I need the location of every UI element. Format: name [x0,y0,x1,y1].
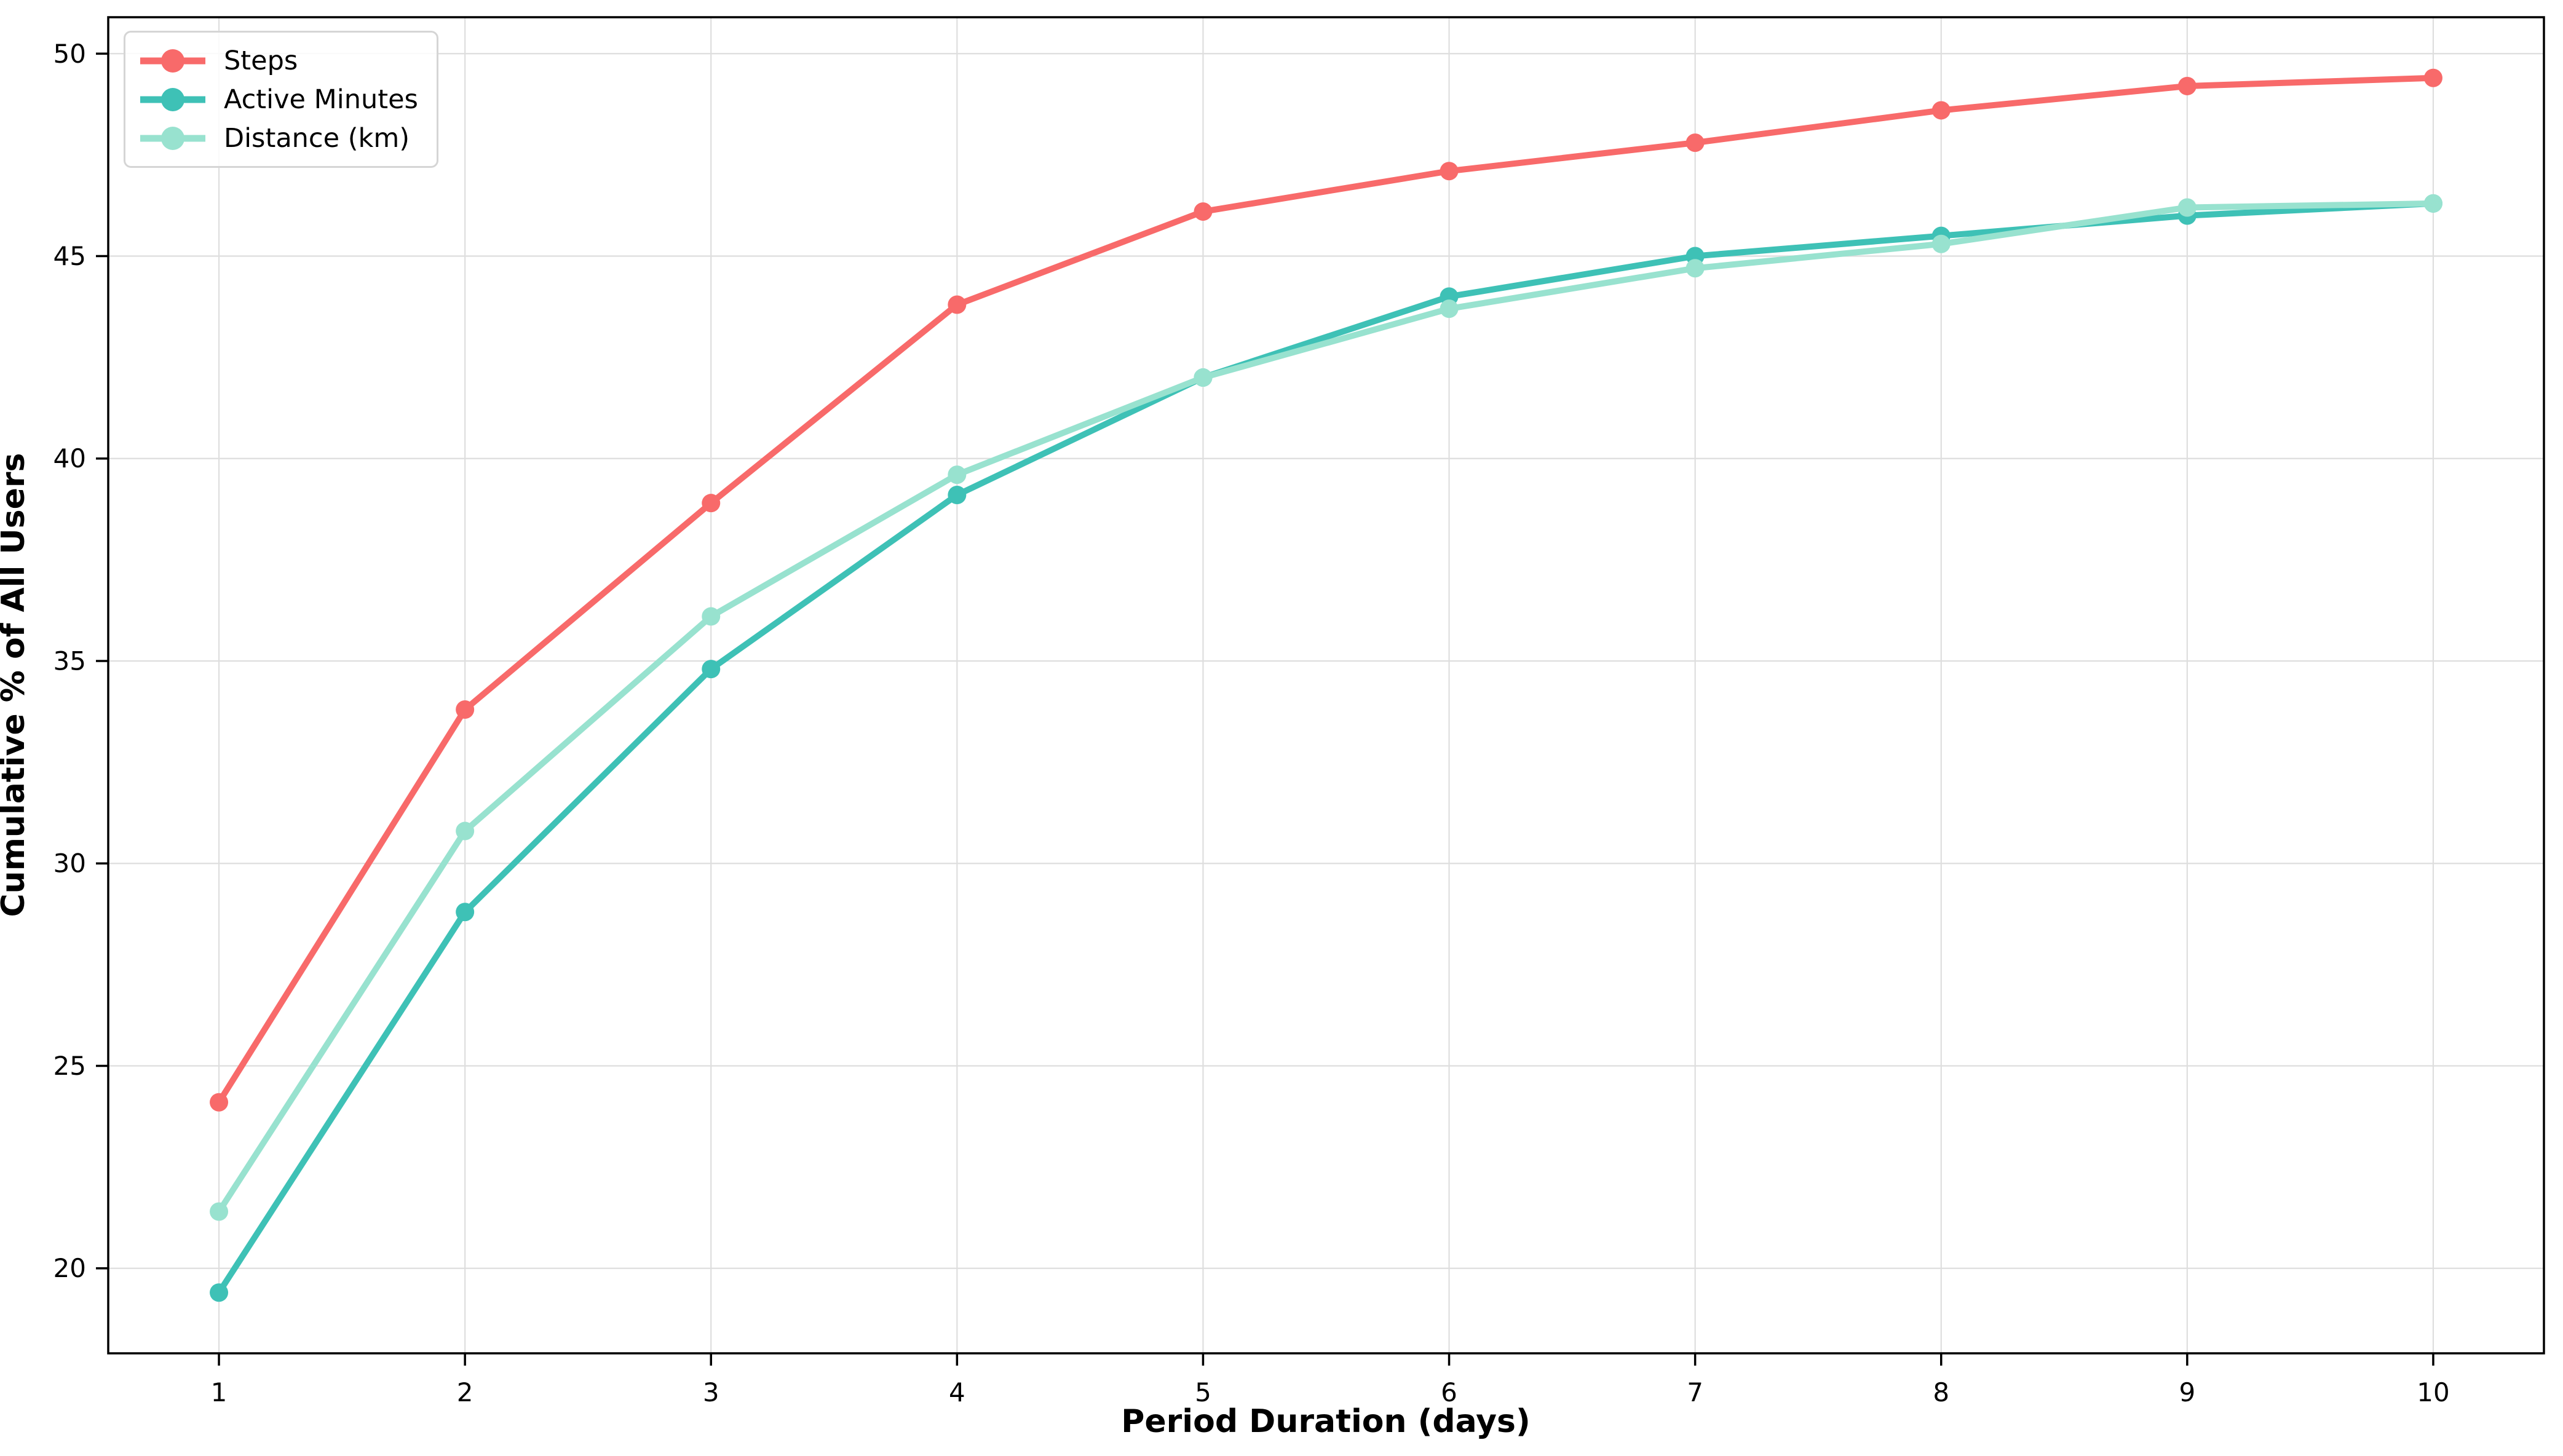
y-tick-label-30: 30 [53,849,86,879]
x-tick-label-3: 3 [703,1377,719,1407]
x-tick-label-5: 5 [1195,1377,1211,1407]
steps-point-4 [948,295,967,314]
distance-km-point-2 [456,821,475,841]
steps-point-6 [1440,162,1459,181]
active-minutes-point-1 [210,1283,229,1302]
legend-marker [161,87,184,111]
steps-point-9 [2177,76,2197,95]
y-tick-label-45: 45 [53,241,86,271]
legend-item-active-minutes: Active Minutes [139,81,418,117]
x-tick-label-7: 7 [1687,1377,1703,1407]
legend-item-distance: Distance (km) [139,120,418,156]
x-tick-label-6: 6 [1441,1377,1457,1407]
steps-legend-sample-icon [140,49,205,73]
distance-km-point-10 [2423,194,2442,213]
active-minutes-point-4 [948,486,967,505]
steps-point-8 [1931,101,1951,120]
distance-km-point-7 [1686,259,1705,278]
steps-line [216,74,2436,1106]
distance-km-point-6 [1440,299,1459,318]
steps-point-10 [2423,68,2442,87]
y-tick-label-35: 35 [53,646,86,676]
steps-point-1 [210,1093,229,1112]
distance-km-point-4 [948,465,967,485]
y-axis-title: Cumulative % of All Users [0,453,32,917]
distance-km-point-8 [1931,234,1951,253]
y-tick-label-20: 20 [53,1253,86,1283]
distance-legend-sample-icon [140,126,205,150]
active-minutes-point-2 [456,903,475,922]
distance-km-point-1 [210,1202,229,1221]
legend-label-steps: Steps [224,45,298,76]
steps-point-7 [1686,133,1705,152]
distance-km-line [216,200,2436,1215]
x-tick-label-1: 1 [211,1377,228,1407]
legend-item-steps: Steps [139,42,418,79]
plot-border [107,16,2545,1355]
distance-km-point-5 [1194,368,1213,387]
steps-point-5 [1194,202,1213,221]
active-minutes-legend-sample-icon [140,87,205,111]
legend-marker [161,49,184,73]
y-tick-label-25: 25 [53,1051,86,1081]
distance-km-point-3 [702,607,721,626]
x-tick-label-10: 10 [2417,1377,2449,1407]
legend: Steps Active Minutes Distance (km) [124,31,438,168]
x-tick-label-9: 9 [2179,1377,2195,1407]
x-axis-title: Period Duration (days) [1121,1403,1531,1440]
steps-point-3 [702,494,721,513]
distance-km-point-9 [2177,198,2197,217]
x-tick-label-4: 4 [949,1377,965,1407]
legend-label-distance: Distance (km) [224,122,410,154]
steps-point-2 [456,700,475,719]
x-tick-label-8: 8 [1933,1377,1949,1407]
active-minutes-point-3 [702,660,721,679]
legend-label-active-minutes: Active Minutes [224,84,418,115]
legend-marker [161,126,184,150]
y-tick-label-40: 40 [53,443,86,473]
y-tick-label-50: 50 [53,39,86,69]
active-minutes-line [216,200,2436,1296]
x-tick-label-2: 2 [457,1377,473,1407]
